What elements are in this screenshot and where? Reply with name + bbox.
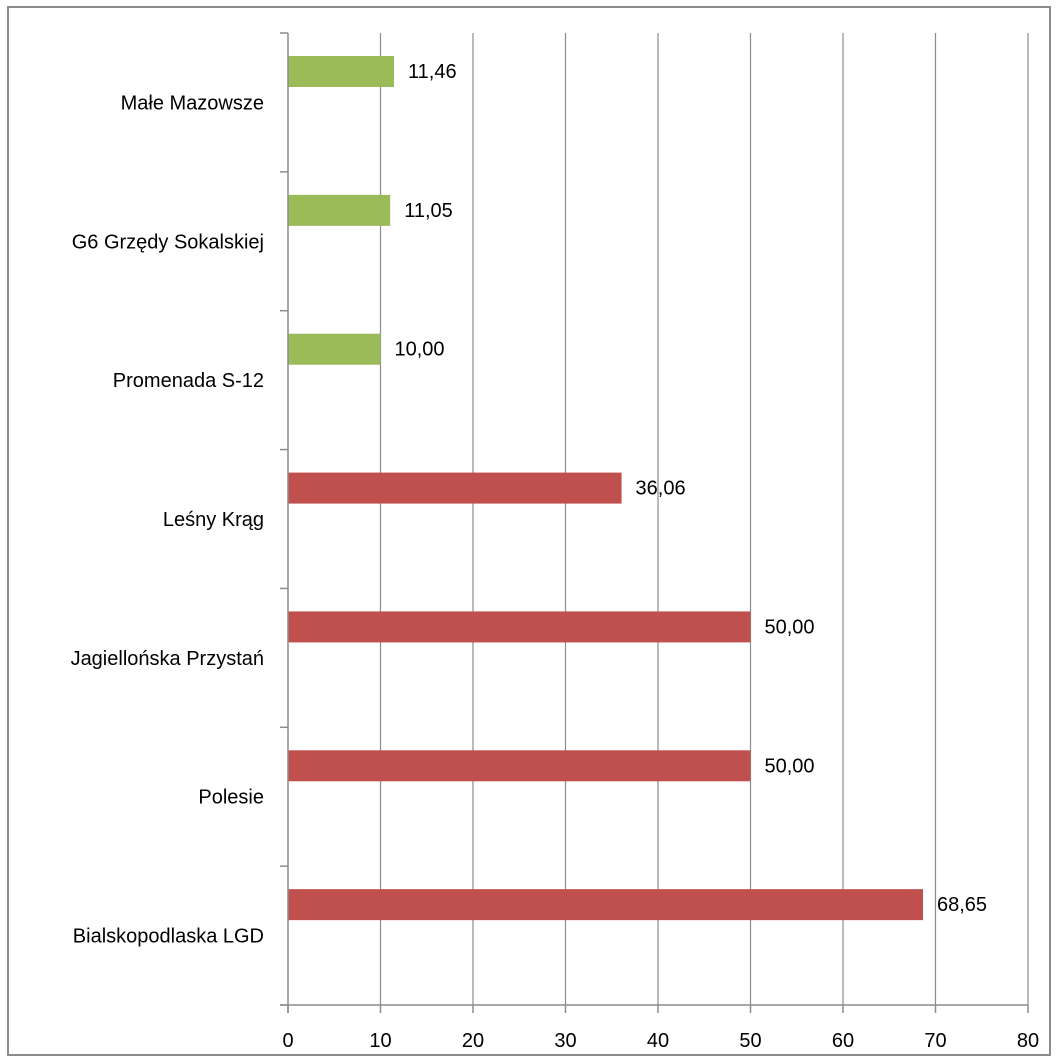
bars bbox=[288, 56, 924, 921]
x-tick-label-70: 70 bbox=[924, 1030, 946, 1052]
x-tick-label-20: 20 bbox=[462, 1030, 484, 1052]
data-label-5: 50,00 bbox=[765, 755, 815, 777]
category-label-3: Leśny Krąg bbox=[163, 509, 264, 531]
bar-1 bbox=[288, 194, 391, 226]
data-label-1: 11,05 bbox=[404, 200, 453, 222]
bar-3 bbox=[288, 472, 622, 504]
bar-4 bbox=[288, 611, 751, 643]
category-label-0: Małe Mazowsze bbox=[121, 92, 264, 114]
data-label-0: 11,46 bbox=[408, 61, 457, 83]
bar-6 bbox=[288, 889, 924, 921]
x-tick-label-40: 40 bbox=[647, 1030, 669, 1052]
data-label-2: 10,00 bbox=[395, 339, 445, 361]
category-label-2: Promenada S-12 bbox=[113, 370, 264, 392]
category-label-5: Polesie bbox=[198, 787, 264, 809]
bar-2 bbox=[288, 333, 381, 365]
data-label-4: 50,00 bbox=[765, 616, 815, 638]
x-tick-label-30: 30 bbox=[554, 1030, 576, 1052]
category-label-4: Jagiellońska Przystań bbox=[71, 648, 264, 670]
data-label-6: 68,65 bbox=[937, 894, 987, 916]
data-label-3: 36,06 bbox=[636, 478, 686, 500]
chart-frame bbox=[7, 6, 1051, 1056]
labels: 11,46 Małe Mazowsze 11,05 G6 Grzędy Sokalsk… bbox=[71, 61, 1040, 1052]
x-tick-label-60: 60 bbox=[832, 1030, 854, 1052]
category-label-6: Bialskopodlaska LGD bbox=[73, 926, 264, 948]
x-tick-label-0: 0 bbox=[282, 1030, 293, 1052]
grid-lines bbox=[379, 33, 1029, 1005]
axes bbox=[280, 32, 1029, 1013]
x-tick-label-50: 50 bbox=[739, 1030, 761, 1052]
bar-5 bbox=[288, 750, 751, 782]
x-tick-label-10: 10 bbox=[369, 1030, 391, 1052]
category-label-1: G6 Grzędy Sokalskiej bbox=[72, 231, 264, 253]
bar-0 bbox=[288, 56, 395, 87]
x-tick-label-80: 80 bbox=[1017, 1030, 1039, 1052]
